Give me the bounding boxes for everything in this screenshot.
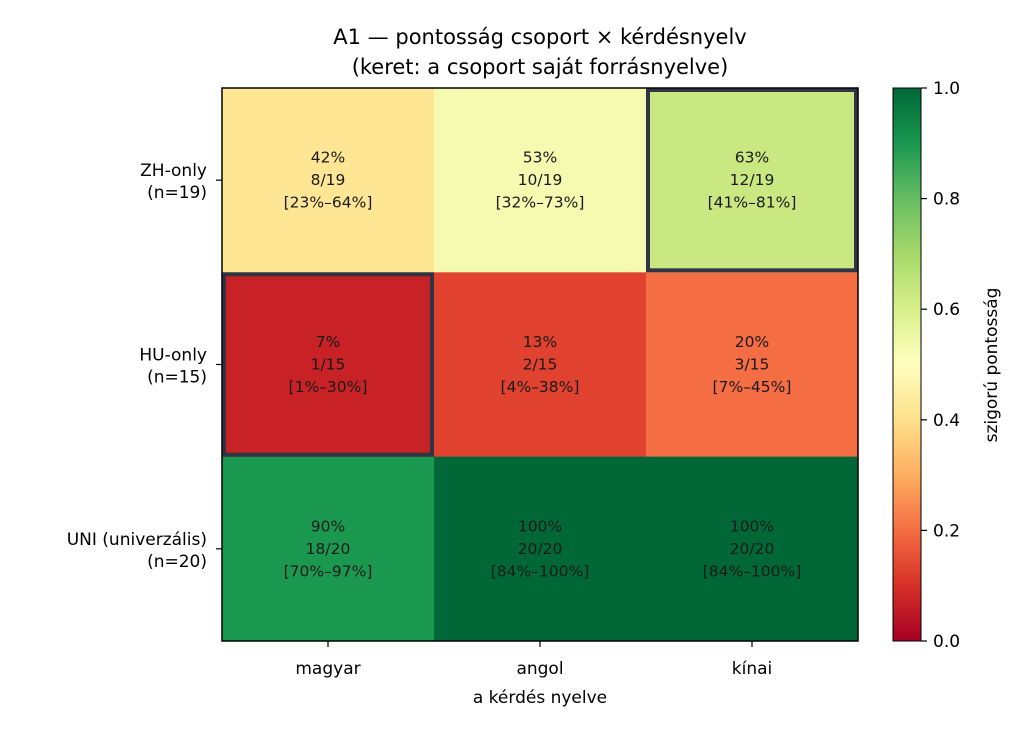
- y-axis-ticks: ZH-only(n=19) HU-only(n=15) UNI (univerzál…: [67, 161, 222, 572]
- cell-value-label: 18/20: [306, 540, 351, 558]
- heatmap-cell: [434, 88, 647, 273]
- highlight-frame: [222, 272, 434, 457]
- cell-value-label: 90%: [311, 517, 345, 535]
- x-tick-label: magyar: [295, 659, 360, 679]
- cell-value-label: 42%: [311, 149, 345, 167]
- cell-value-label: 7%: [316, 333, 341, 351]
- chart-title: A1 — pontosság csoport × kérdésnyelv: [333, 25, 746, 49]
- x-tick-label: kínai: [732, 659, 772, 679]
- colorbar-label: szigorú pontosság: [982, 288, 1002, 443]
- y-tick-label: ZH-only: [140, 161, 207, 181]
- heatmap-cell: [222, 88, 435, 273]
- y-tick-label: (n=15): [147, 368, 207, 388]
- cell-value-label: [70%–97%]: [284, 562, 373, 580]
- x-axis-label: a kérdés nyelve: [473, 688, 607, 708]
- heatmap-cell: [222, 456, 435, 642]
- chart-subtitle: (keret: a csoport saját forrásnyelve): [352, 55, 729, 79]
- cell-value-label: [84%–100%]: [491, 562, 590, 580]
- colorbar-tick-label: 1.0: [933, 79, 960, 99]
- cell-value-label: 1/15: [311, 356, 346, 374]
- cell-value-label: [1%–30%]: [289, 378, 368, 396]
- cell-value-label: [23%–64%]: [284, 194, 373, 212]
- cell-value-label: 12/19: [730, 171, 775, 189]
- y-tick-label: (n=20): [147, 552, 207, 572]
- colorbar-tick-label: 0.8: [933, 190, 960, 210]
- cell-value-label: 8/19: [311, 171, 346, 189]
- cell-value-label: 100%: [518, 517, 562, 535]
- x-axis-ticks: magyar angol kínai: [295, 641, 772, 679]
- cell-value-label: 53%: [523, 149, 557, 167]
- colorbar-tick-label: 0.0: [933, 632, 960, 652]
- y-tick-label: UNI (univerzális): [67, 530, 207, 550]
- colorbar-tick-label: 0.6: [933, 300, 960, 320]
- cell-value-label: 20/20: [518, 540, 563, 558]
- cell-value-label: 20%: [735, 333, 769, 351]
- colorbar-tick-label: 0.2: [933, 521, 960, 541]
- colorbar: [892, 87, 922, 642]
- y-tick-label: (n=19): [147, 183, 207, 203]
- colorbar-tick-label: 0.4: [933, 411, 960, 431]
- cell-value-label: [41%–81%]: [708, 194, 797, 212]
- heatmap-highlights: [222, 88, 858, 457]
- cell-value-label: [4%–38%]: [501, 378, 580, 396]
- heatmap-cell: [434, 456, 647, 642]
- cell-value-label: 13%: [523, 333, 557, 351]
- heatmap-cell: [646, 456, 859, 642]
- heatmap-cell: [646, 88, 859, 273]
- cell-value-label: 2/15: [523, 356, 558, 374]
- cell-value-label: 20/20: [730, 540, 775, 558]
- y-tick-label: HU-only: [139, 346, 207, 366]
- x-tick-label: angol: [516, 659, 563, 679]
- cell-labels: 42% 8/19 [23%–64%] 53% 10/19 [32%–73%] 63% 12/1…: [284, 149, 802, 581]
- cell-value-label: [84%–100%]: [703, 562, 802, 580]
- heatmap-cell: [222, 272, 435, 458]
- cell-value-label: [32%–73%]: [496, 194, 585, 212]
- cell-value-label: [7%–45%]: [713, 378, 792, 396]
- cell-value-label: 63%: [735, 149, 769, 167]
- highlight-frame: [646, 88, 858, 273]
- heatmap-cell: [434, 272, 647, 458]
- heatmap-cell: [646, 272, 859, 458]
- cell-value-label: 3/15: [735, 356, 770, 374]
- cell-value-label: 100%: [730, 517, 774, 535]
- colorbar-ticks: 0.0 0.2 0.4 0.6 0.8 1.0: [921, 79, 960, 652]
- heatmap-cells: [222, 88, 859, 642]
- cell-value-label: 10/19: [518, 171, 563, 189]
